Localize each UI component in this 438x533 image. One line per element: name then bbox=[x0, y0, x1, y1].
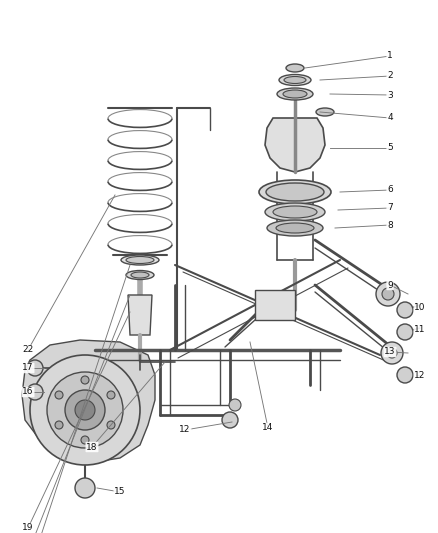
Text: 14: 14 bbox=[262, 424, 274, 432]
Ellipse shape bbox=[284, 77, 306, 84]
Circle shape bbox=[382, 288, 394, 300]
Ellipse shape bbox=[276, 223, 314, 233]
Ellipse shape bbox=[277, 88, 313, 100]
Circle shape bbox=[81, 436, 89, 444]
Text: 15: 15 bbox=[114, 488, 126, 497]
Text: 18: 18 bbox=[86, 442, 98, 451]
Text: 2: 2 bbox=[387, 71, 393, 80]
Text: 6: 6 bbox=[387, 185, 393, 195]
Circle shape bbox=[75, 400, 95, 420]
Circle shape bbox=[55, 391, 63, 399]
Ellipse shape bbox=[131, 272, 149, 278]
Ellipse shape bbox=[266, 183, 324, 201]
Circle shape bbox=[397, 324, 413, 340]
Circle shape bbox=[222, 412, 238, 428]
Circle shape bbox=[27, 384, 43, 400]
Text: 12: 12 bbox=[179, 425, 191, 434]
Circle shape bbox=[376, 282, 400, 306]
Text: 12: 12 bbox=[414, 370, 426, 379]
Circle shape bbox=[27, 360, 43, 376]
Polygon shape bbox=[22, 340, 155, 462]
Circle shape bbox=[397, 302, 413, 318]
Text: 1: 1 bbox=[387, 52, 393, 61]
Polygon shape bbox=[128, 295, 152, 335]
Circle shape bbox=[107, 391, 115, 399]
Text: 11: 11 bbox=[414, 326, 426, 335]
Circle shape bbox=[30, 355, 140, 465]
Circle shape bbox=[55, 421, 63, 429]
Text: 13: 13 bbox=[384, 348, 396, 357]
Ellipse shape bbox=[286, 64, 304, 72]
Circle shape bbox=[75, 478, 95, 498]
Circle shape bbox=[47, 372, 123, 448]
Ellipse shape bbox=[279, 75, 311, 85]
Ellipse shape bbox=[121, 255, 159, 265]
Text: 5: 5 bbox=[387, 143, 393, 152]
Ellipse shape bbox=[316, 108, 334, 116]
Text: 9: 9 bbox=[387, 280, 393, 289]
Ellipse shape bbox=[273, 206, 317, 218]
Circle shape bbox=[387, 348, 397, 358]
Text: 3: 3 bbox=[387, 91, 393, 100]
Text: 7: 7 bbox=[387, 204, 393, 213]
Text: 8: 8 bbox=[387, 221, 393, 230]
Ellipse shape bbox=[259, 180, 331, 204]
Text: 10: 10 bbox=[414, 303, 426, 312]
Circle shape bbox=[81, 376, 89, 384]
Text: 19: 19 bbox=[22, 523, 34, 532]
Ellipse shape bbox=[267, 220, 323, 236]
Ellipse shape bbox=[126, 271, 154, 279]
Circle shape bbox=[107, 421, 115, 429]
Ellipse shape bbox=[283, 90, 307, 98]
Text: 4: 4 bbox=[387, 114, 393, 123]
Text: 17: 17 bbox=[22, 364, 34, 373]
Circle shape bbox=[65, 390, 105, 430]
Text: 16: 16 bbox=[22, 387, 34, 397]
Text: 22: 22 bbox=[22, 345, 34, 354]
Ellipse shape bbox=[126, 256, 154, 263]
Ellipse shape bbox=[265, 203, 325, 221]
Bar bbox=[255, 290, 295, 320]
Circle shape bbox=[397, 367, 413, 383]
Circle shape bbox=[381, 342, 403, 364]
Circle shape bbox=[229, 399, 241, 411]
Polygon shape bbox=[265, 118, 325, 172]
